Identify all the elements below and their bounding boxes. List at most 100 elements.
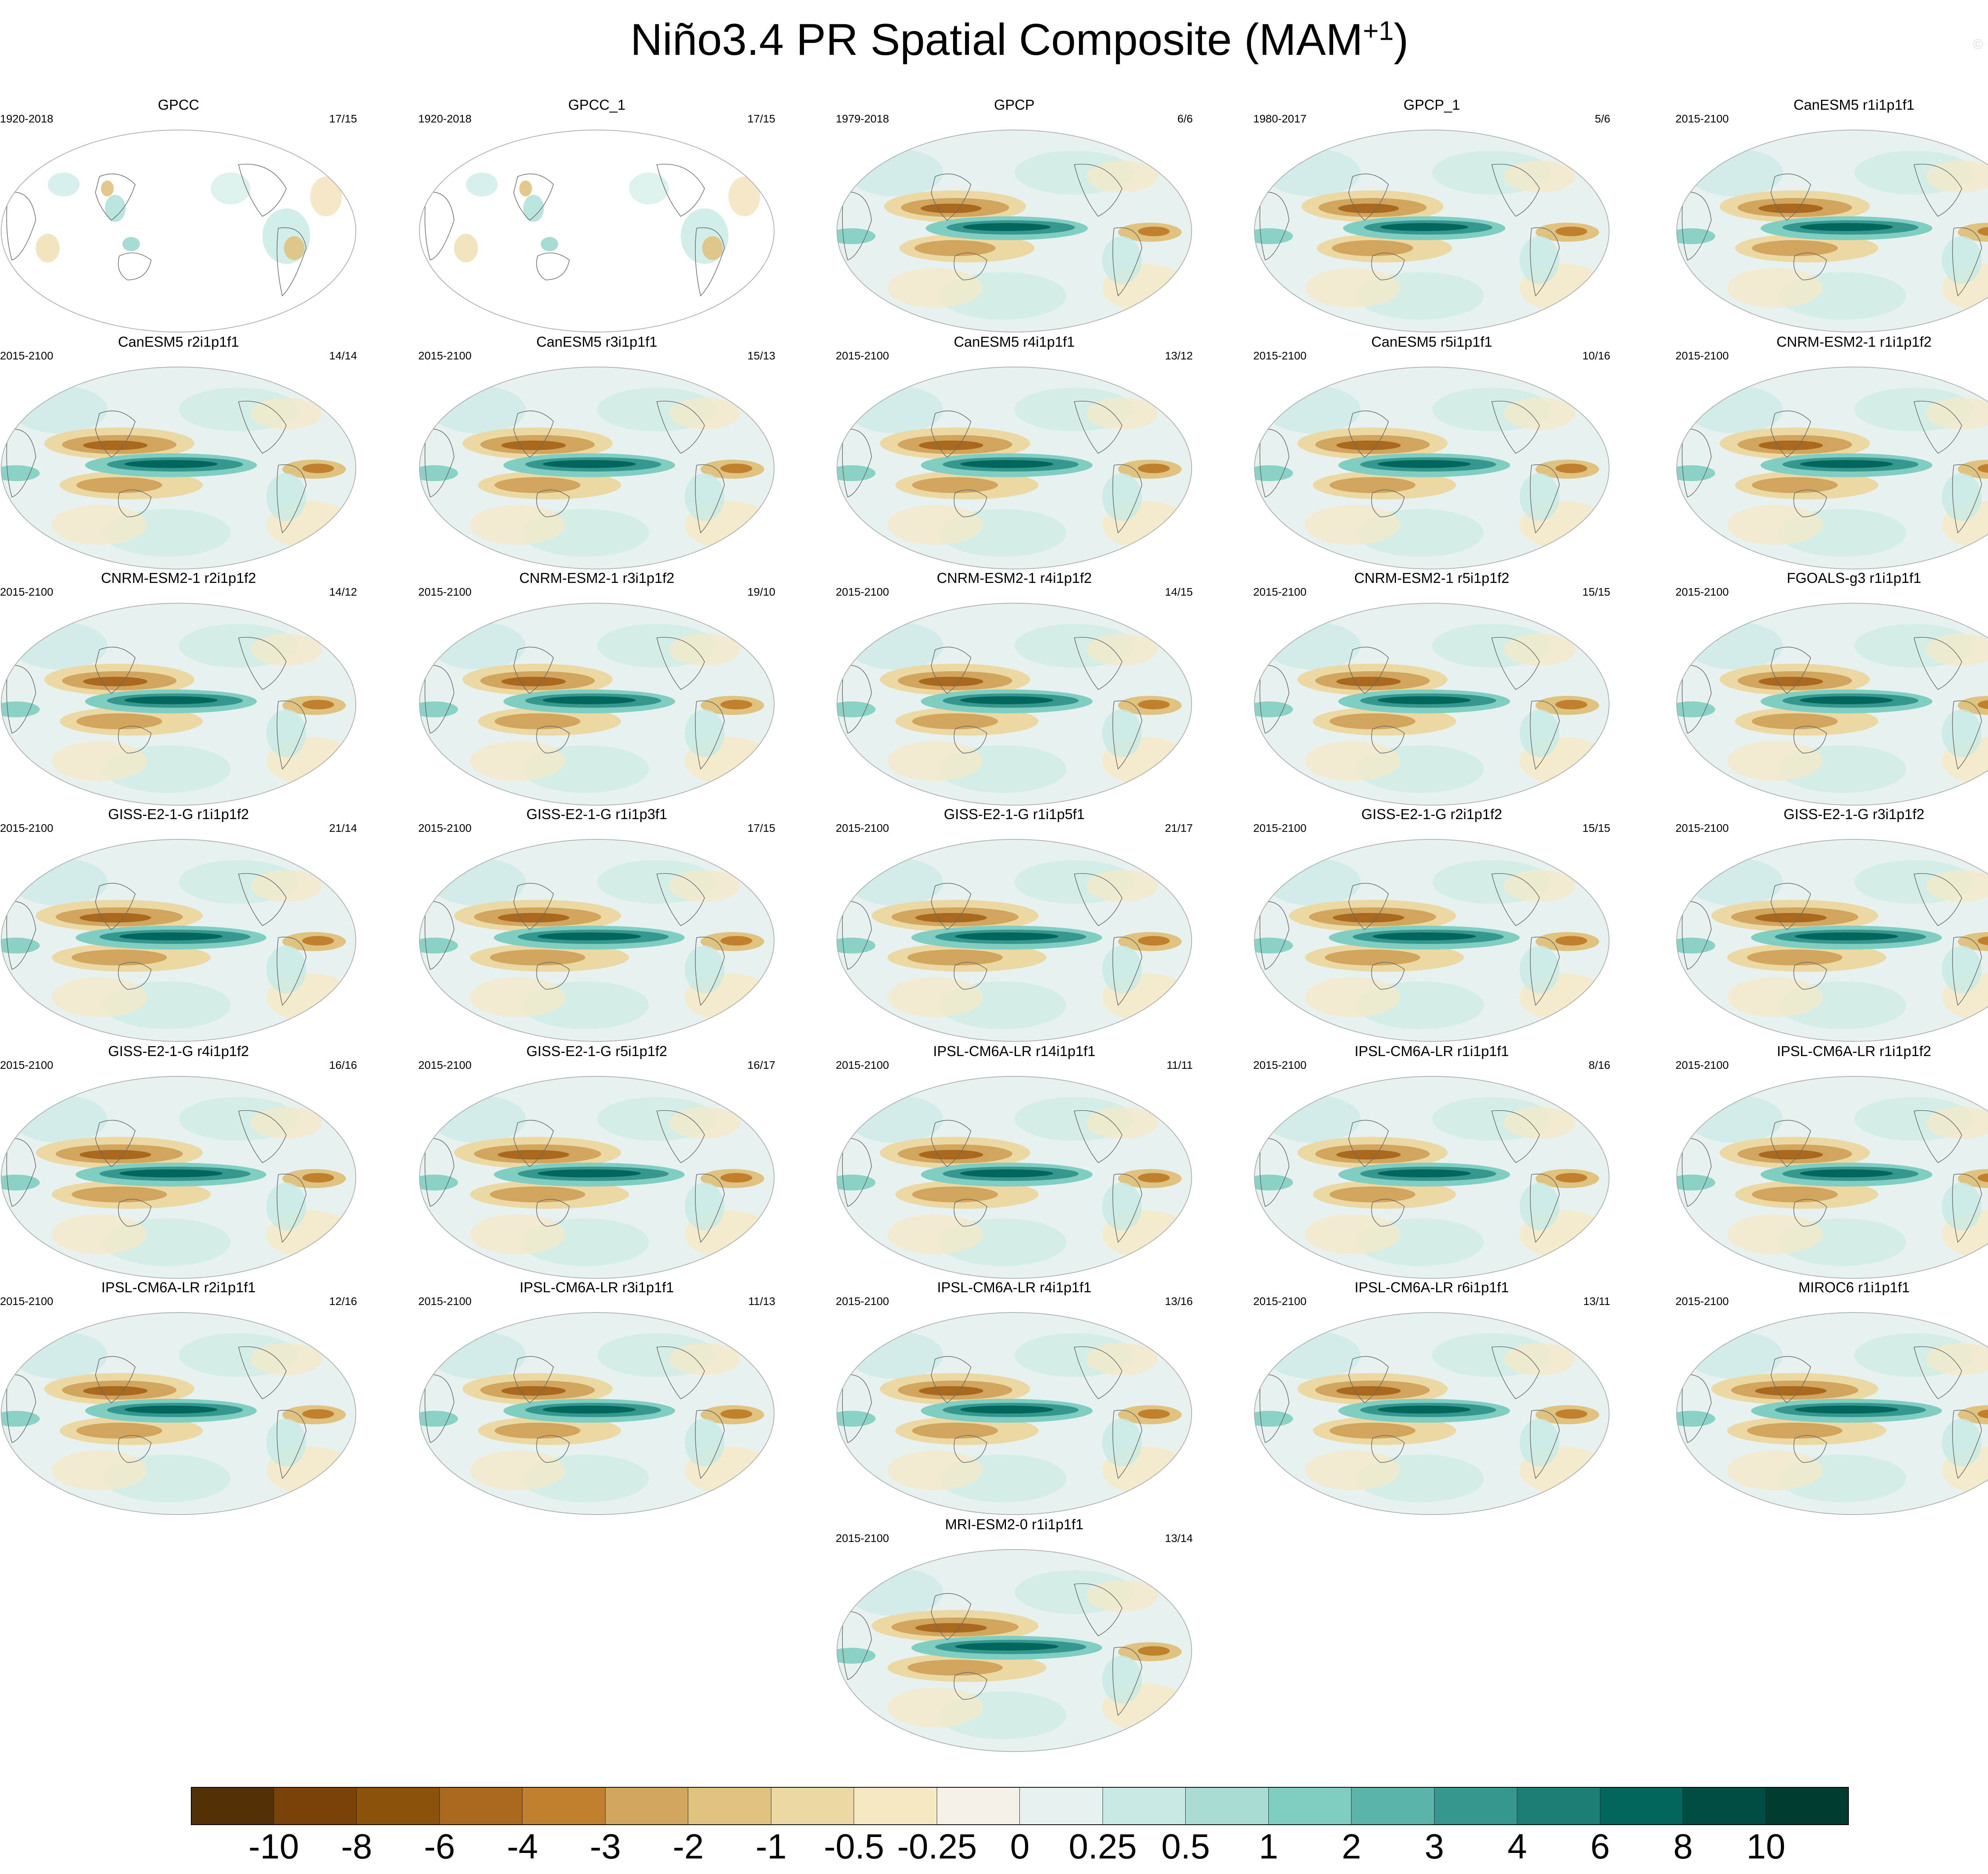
colorbar-swatch [771, 1787, 854, 1825]
map-panel: CNRM-ESM2-1 r5i1p1f2 2015-2100 15/15 [1253, 569, 1610, 806]
panel-event-count: 11/11 [1167, 1059, 1193, 1071]
panel-title: IPSL-CM6A-LR r4i1p1f1 [937, 1279, 1092, 1295]
panel-years: 2015-2100 [1675, 1295, 1729, 1307]
panel-years: 2015-2100 [0, 1059, 53, 1071]
colorbar-tick-label: -4 [507, 1827, 538, 1866]
page-title: Niño3.4 PR Spatial Composite (MAM+1) [630, 15, 1409, 64]
panel-years: 1979-2018 [836, 113, 889, 125]
map-panel: IPSL-CM6A-LR r14i1p1f1 2015-2100 11/11 [836, 1042, 1193, 1280]
panel-event-count: 8/16 [1588, 1059, 1611, 1071]
panel-event-count: 21/14 [329, 822, 357, 834]
global-map [837, 130, 1192, 332]
global-map [1676, 1076, 1988, 1279]
global-map [837, 603, 1192, 806]
panel-event-count: 5/6 [1595, 113, 1610, 125]
panel-title: IPSL-CM6A-LR r2i1p1f1 [101, 1279, 256, 1295]
global-map [1254, 603, 1609, 806]
colorbar-swatch [937, 1787, 1020, 1825]
panel-event-count: 13/16 [1165, 1295, 1193, 1307]
panel-event-count: 14/14 [329, 350, 357, 362]
panel-years: 2015-2100 [1675, 1059, 1729, 1071]
panel-event-count: 15/13 [747, 350, 775, 362]
map-panel: GISS-E2-1-G r1i1p5f1 2015-2100 21/17 [836, 805, 1193, 1043]
panel-title: IPSL-CM6A-LR r1i1p1f2 [1776, 1043, 1932, 1059]
map-panel: IPSL-CM6A-LR r3i1p1f1 2015-2100 11/13 [418, 1278, 775, 1516]
map-panel: IPSL-CM6A-LR r6i1p1f1 2015-2100 13/11 [1253, 1278, 1610, 1516]
panel-title: GISS-E2-1-G r3i1p1f2 [1783, 806, 1925, 822]
panel-years: 2015-2100 [1675, 586, 1729, 598]
colorbar-swatch [274, 1787, 357, 1825]
map-panel: CNRM-ESM2-1 r2i1p1f2 2015-2100 14/12 [0, 569, 357, 806]
colorbar-tick-label: 1 [1259, 1827, 1278, 1866]
panel-years: 2015-2100 [1253, 350, 1307, 362]
panel-event-count: 14/15 [1165, 586, 1193, 598]
colorbar-swatch [1268, 1787, 1351, 1825]
colorbar-swatch [1434, 1787, 1517, 1825]
panel-years: 2015-2100 [418, 350, 472, 362]
panel-years: 2015-2100 [836, 586, 889, 598]
watermark: © CVDP [1972, 36, 1988, 52]
global-map [837, 1076, 1192, 1279]
panel-event-count: 16/17 [747, 1059, 775, 1071]
panel-event-count: 6/6 [1177, 113, 1193, 125]
colorbar-tick-label: -10 [248, 1827, 299, 1866]
map-panel: CanESM5 r3i1p1f1 2015-2100 15/13 [418, 332, 775, 570]
map-panel: GISS-E2-1-G r1i1p1f2 2015-2100 21/14 [0, 805, 357, 1043]
panel-years: 2015-2100 [0, 350, 53, 362]
panel-title: CanESM5 r4i1p1f1 [953, 334, 1075, 350]
panel-title: IPSL-CM6A-LR r1i1p1f1 [1354, 1043, 1509, 1059]
colorbar-tick-label: 0 [1010, 1827, 1030, 1866]
global-map [1254, 1312, 1609, 1515]
colorbar-tick-label: 2 [1342, 1827, 1361, 1866]
panel-years: 1980-2017 [1253, 113, 1307, 125]
panel-years: 2015-2100 [0, 586, 53, 598]
panel-title: CNRM-ESM2-1 r3i1p1f2 [519, 570, 675, 586]
global-map [1676, 367, 1988, 569]
panel-event-count: 19/10 [747, 586, 775, 598]
colorbar-swatch [605, 1787, 688, 1825]
panel-years: 2015-2100 [418, 1059, 472, 1071]
panel-title: GPCC [157, 97, 199, 113]
panel-event-count: 15/15 [1582, 822, 1610, 834]
panel-years: 2015-2100 [0, 1295, 53, 1307]
panel-title: GISS-E2-1-G r1i1p3f1 [526, 806, 668, 822]
map-panel: CanESM5 r2i1p1f1 2015-2100 14/14 [0, 332, 357, 570]
map-panel: GISS-E2-1-G r4i1p1f2 2015-2100 16/16 [0, 1042, 357, 1280]
global-map [419, 1076, 775, 1279]
panel-title: IPSL-CM6A-LR r14i1p1f1 [933, 1043, 1096, 1059]
panel-years: 2015-2100 [836, 1295, 889, 1307]
global-map [1, 603, 356, 806]
map-panel: IPSL-CM6A-LR r2i1p1f1 2015-2100 12/16 [0, 1278, 357, 1516]
panel-years: 1920-2018 [418, 113, 472, 125]
panel-event-count: 14/12 [329, 586, 357, 598]
global-map [419, 1312, 775, 1515]
colorbar-swatch [1517, 1787, 1600, 1825]
colorbar-tick-label: -2 [672, 1827, 704, 1866]
panel-years: 2015-2100 [418, 822, 472, 834]
global-map [1, 130, 356, 332]
global-map [837, 1549, 1192, 1752]
map-panel: CNRM-ESM2-1 r4i1p1f2 2015-2100 14/15 [836, 569, 1193, 806]
panel-event-count: 21/17 [1165, 822, 1193, 834]
map-panel: GPCC 1920-2018 17/15 [0, 95, 357, 333]
panel-title: CanESM5 r2i1p1f1 [118, 334, 239, 350]
colorbar-swatch [439, 1787, 522, 1825]
map-panel: GISS-E2-1-G r1i1p3f1 2015-2100 17/15 [418, 805, 775, 1043]
global-map [1254, 130, 1609, 332]
panel-event-count: 11/13 [748, 1295, 775, 1307]
colorbar-swatch [1351, 1787, 1435, 1825]
panel-years: 2015-2100 [1675, 350, 1729, 362]
map-panel: GPCC_1 1920-2018 17/15 [418, 95, 775, 333]
panel-event-count: 10/16 [1582, 350, 1610, 362]
panel-years: 2015-2100 [836, 822, 889, 834]
colorbar-tick-label: 3 [1425, 1827, 1444, 1866]
colorbar-tick-label: 8 [1673, 1827, 1693, 1866]
panel-event-count: 13/14 [1165, 1532, 1193, 1544]
panel-event-count: 17/15 [329, 113, 357, 125]
panel-years: 2015-2100 [0, 822, 53, 834]
colorbar-tick-label: 4 [1507, 1827, 1527, 1866]
map-panel: GISS-E2-1-G r5i1p1f2 2015-2100 16/17 [418, 1042, 775, 1280]
